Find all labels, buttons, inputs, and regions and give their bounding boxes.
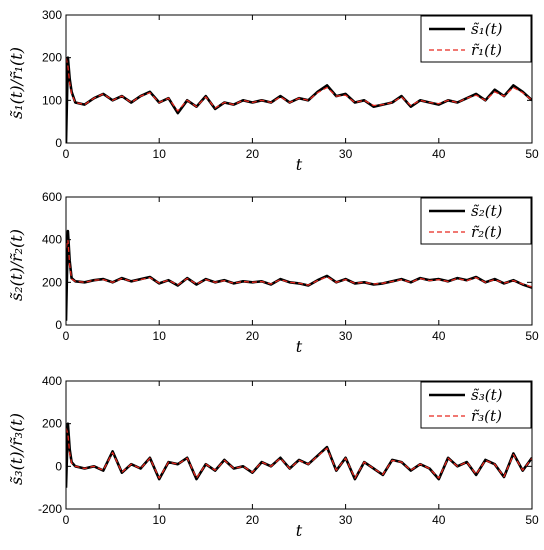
x-tick-label: 30: [339, 513, 353, 527]
y-tick-label: 100: [42, 93, 62, 107]
y-tick-label: 400: [42, 233, 62, 247]
axes-frame: [65, 196, 533, 326]
legend-box: [420, 15, 532, 63]
y-tick-label: 400: [42, 374, 62, 388]
x-tick-label: 40: [432, 329, 446, 343]
y-tick-label: 600: [42, 190, 62, 204]
legend-label-1: s̃₃(t): [471, 386, 503, 404]
x-tick-label: 0: [63, 147, 70, 161]
legend-label-2: r̃₁(t): [471, 41, 502, 59]
legend-label-2: r̃₂(t): [471, 223, 502, 241]
x-tick-label: 0: [63, 329, 70, 343]
x-tick-label: 0: [63, 513, 70, 527]
series-group: [66, 56, 532, 143]
y-tick-label: 200: [42, 275, 62, 289]
x-tick-label: 30: [339, 329, 353, 343]
x-tick-label: 40: [432, 147, 446, 161]
y-tick-label: -200: [38, 502, 62, 516]
legend-box: [420, 197, 532, 245]
axes-frame: [65, 14, 533, 144]
legend: s̃₂(t) r̃₂(t): [420, 197, 532, 245]
x-axis-label: t: [296, 337, 303, 356]
x-tick-label: 20: [246, 147, 260, 161]
y-axis-label: s̃₃(t)/r̃₃(t): [7, 413, 26, 485]
x-tick-label: 50: [525, 147, 539, 161]
x-axis-label: t: [296, 155, 303, 174]
x-tick-label: 40: [432, 513, 446, 527]
x-axis-label: t: [296, 521, 303, 540]
chart-panel-2: 0 10 20 30 40 50 0 200 400 600 t s̃₂(t)/r̃₂(t) s̃₂(t…: [7, 190, 539, 356]
x-tick-label: 50: [525, 329, 539, 343]
legend-label-1: s̃₂(t): [471, 202, 503, 220]
chart-panel-3: 0 10 20 30 40 50-2000200400ts̃₃(t)/r̃₃(t)s̃₃(…: [7, 374, 539, 540]
legend-box: [420, 381, 532, 429]
y-tick-label: 300: [42, 8, 62, 22]
y-axis-label: s̃₁(t)/r̃₁(t): [7, 47, 26, 119]
y-tick-label: 0: [55, 459, 62, 473]
legend-label-2: r̃₃(t): [471, 407, 502, 425]
series-group: [66, 229, 532, 321]
legend: s̃₃(t) r̃₃(t): [420, 381, 532, 429]
x-tick-label: 50: [525, 513, 539, 527]
series-line-2: [66, 427, 532, 479]
x-tick-label: 30: [339, 147, 353, 161]
y-tick-label: 200: [42, 51, 62, 65]
chart-panel-1: 0 10 20 30 40 50 0 100 200 300 t s̃₁(t)/r̃₁(t) s̃₁(t…: [7, 8, 539, 174]
y-tick-label: 200: [42, 417, 62, 431]
x-tick-label: 10: [153, 513, 167, 527]
y-tick-label: 0: [55, 136, 62, 150]
y-axis-label: s̃₂(t)/r̃₂(t): [7, 229, 26, 301]
series-line-2: [66, 57, 532, 112]
axes-frame: [65, 380, 533, 510]
x-tick-label: 10: [153, 329, 167, 343]
series-line-2: [66, 239, 532, 288]
y-tick-label: 0: [55, 318, 62, 332]
x-tick-label: 20: [246, 329, 260, 343]
x-tick-label: 10: [153, 147, 167, 161]
x-tick-label: 20: [246, 513, 260, 527]
legend: s̃₁(t) r̃₁(t): [420, 15, 532, 63]
series-group: [66, 422, 532, 488]
legend-label-1: s̃₁(t): [471, 20, 503, 38]
